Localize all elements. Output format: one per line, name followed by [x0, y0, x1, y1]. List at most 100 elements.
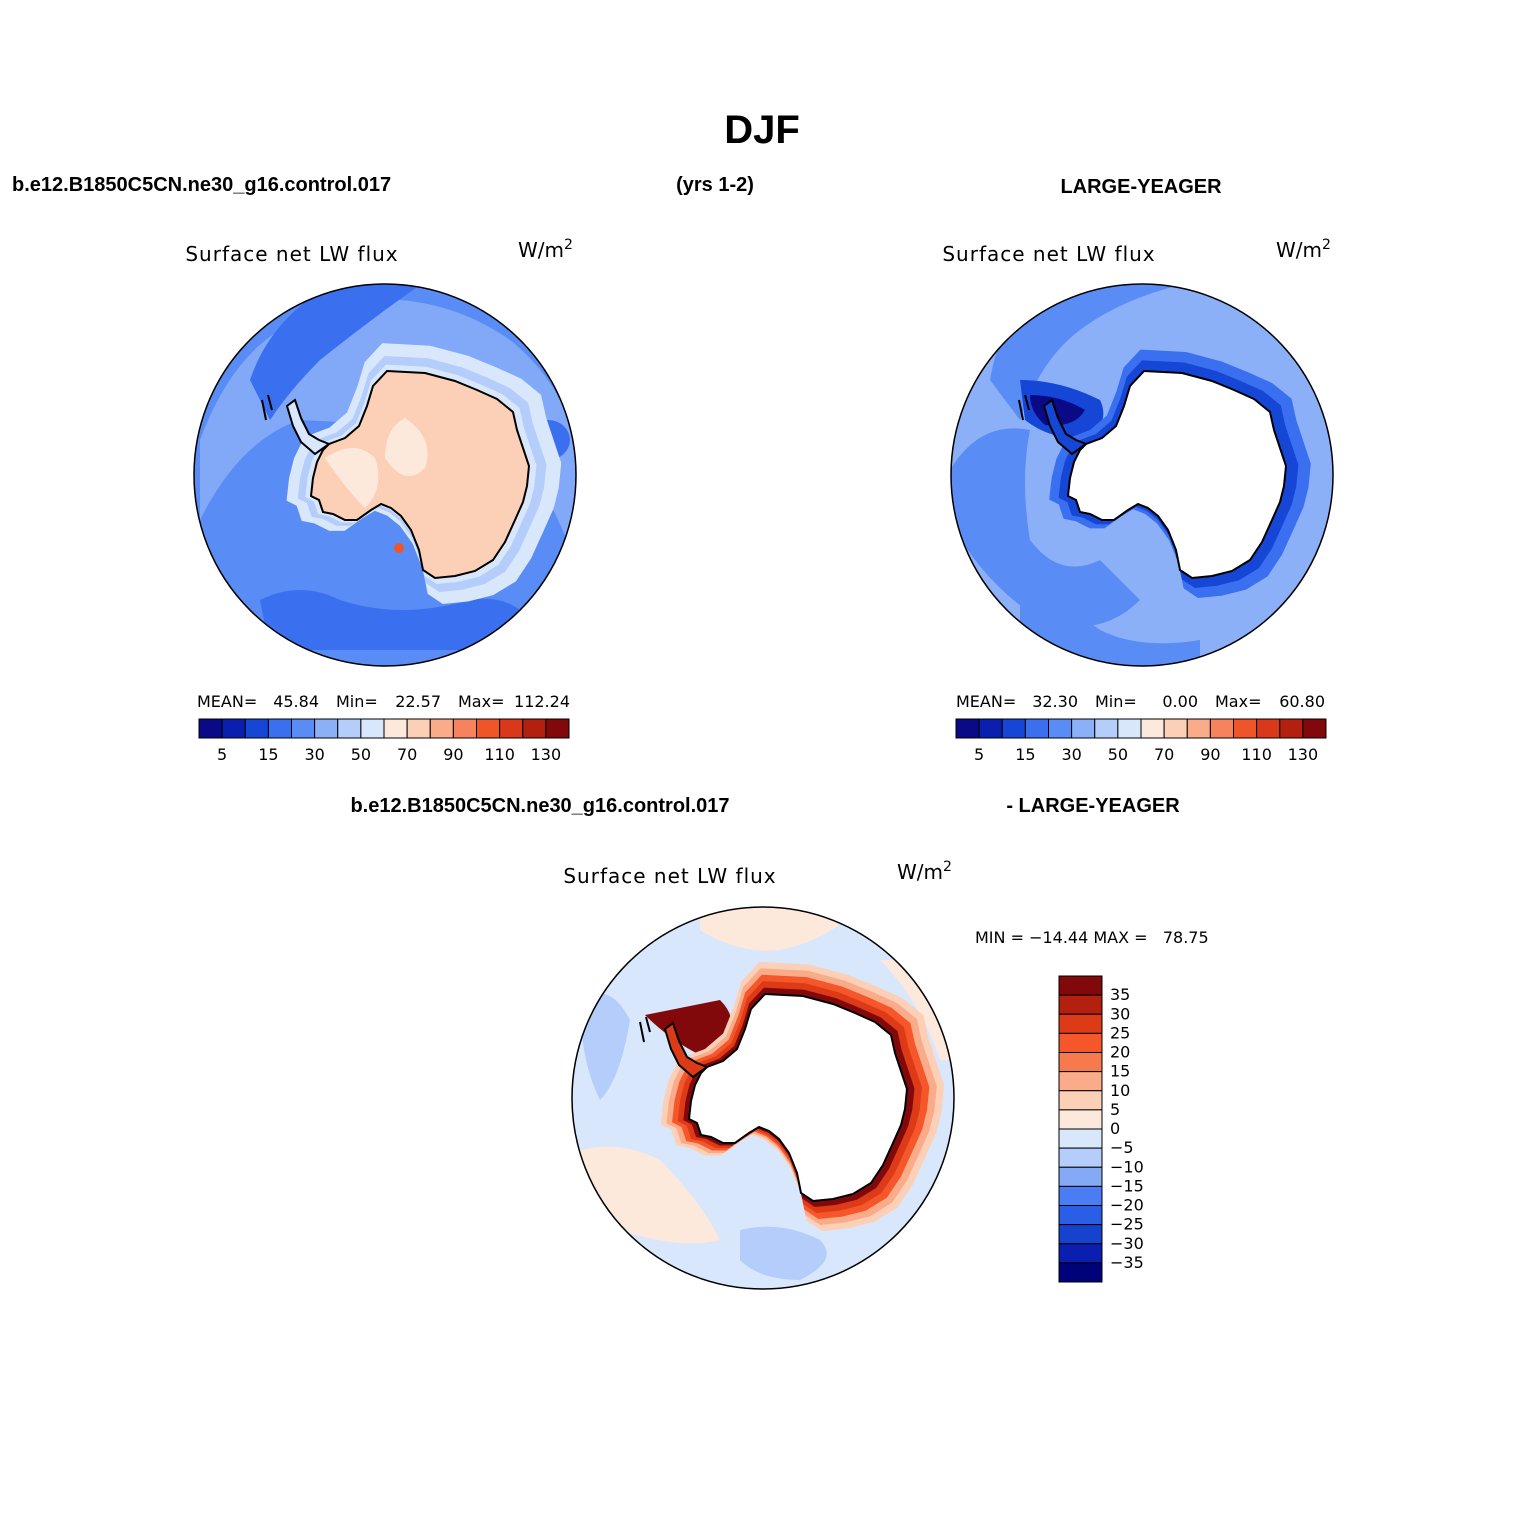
colorbar-tick-label: −20 — [1110, 1196, 1144, 1215]
colorbar-swatch — [1163, 718, 1188, 739]
ocean-cool-south — [740, 1226, 827, 1280]
colorbar-tick-label: 30 — [1061, 745, 1081, 764]
min-value: 0.00 — [1162, 692, 1198, 711]
colorbar-tick-label: 50 — [1108, 745, 1128, 764]
ocean-patch-north — [990, 285, 1180, 420]
min-label: Min= — [1095, 692, 1137, 711]
colorbar-tick-label: 15 — [258, 745, 278, 764]
colorbar-swatch — [1001, 718, 1026, 739]
colorbar-swatch — [267, 718, 292, 739]
south-america-tip — [1018, 394, 1030, 421]
colorbar-tick-label: 90 — [1200, 745, 1220, 764]
colorbar-swatch — [1058, 975, 1103, 996]
min-label: Min= — [336, 692, 378, 711]
panel-obs-map — [951, 284, 1333, 666]
colorbar-tick-label: 15 — [1110, 1062, 1130, 1081]
antarctica-low-west — [325, 448, 379, 508]
colorbar-tick-label: −5 — [1110, 1138, 1134, 1157]
colorbar-swatch — [406, 718, 431, 739]
colorbar-swatch — [1058, 1262, 1103, 1283]
panel-obs-units: W/m2 — [1276, 237, 1331, 262]
mean-label: MEAN= — [197, 692, 257, 711]
colorbar-swatch — [1058, 1052, 1103, 1073]
stats-line: MEAN= 32.30 Min= 0.00 Max= 60.80 — [956, 692, 1325, 711]
colorbar-tick-label: 15 — [1015, 745, 1035, 764]
colorbar-swatch — [545, 718, 570, 739]
colorbar-swatch — [1058, 1013, 1103, 1034]
colorbar-tick-label: 110 — [1241, 745, 1272, 764]
panel-diff: Surface net LW flux W/m2 — [563, 859, 1209, 1290]
colorbar-swatch — [314, 718, 339, 739]
case-name-label: b.e12.B1850C5CN.ne30_g16.control.017 — [12, 174, 391, 196]
colorbar-swatch — [1058, 1090, 1103, 1111]
colorbar-swatch — [1302, 718, 1327, 739]
panel-obs: Surface net LW flux W/m2 MEAN= 32.30 Mi — [942, 237, 1334, 764]
ocean-patch-west — [951, 428, 1140, 627]
south-america-tip — [261, 394, 273, 421]
colorbar-swatch — [1058, 1243, 1103, 1264]
colorbar-swatch — [1058, 1224, 1103, 1245]
colorbar-tick-label: −25 — [1110, 1215, 1144, 1234]
colorbar-tick-label: 90 — [443, 745, 463, 764]
colorbar-swatch — [337, 718, 362, 739]
colorbar-swatch — [476, 718, 501, 739]
panel-obs-title: Surface net LW flux — [942, 242, 1155, 266]
stats-line: MEAN= 45.84 Min= 22.57 Max= 112.24 — [197, 692, 570, 711]
diff-left-label: b.e12.B1850C5CN.ne30_g16.control.017 — [350, 795, 729, 817]
colorbar-swatch — [1058, 1071, 1103, 1092]
min-value: 22.57 — [395, 692, 441, 711]
diff-right-label: - LARGE-YEAGER — [1006, 795, 1180, 817]
colorbar-swatch — [1117, 718, 1142, 739]
colorbar-swatch — [1058, 1166, 1103, 1187]
colorbar-swatch — [1279, 718, 1304, 739]
colorbar-swatch — [1058, 1128, 1103, 1149]
hotspot — [394, 543, 404, 553]
colorbar-tick-label: −15 — [1110, 1176, 1144, 1195]
colorbar-tick-label: 25 — [1110, 1023, 1130, 1042]
colorbar-model: 5 15 30 50 70 90 110 130 — [198, 718, 570, 764]
colorbar-obs: 5 15 30 50 70 90 110 130 — [955, 718, 1327, 764]
colorbar-tick-label: 30 — [1110, 1004, 1130, 1023]
map-border — [193, 283, 577, 667]
colorbar-tick-label: 5 — [974, 745, 984, 764]
minmax-text: MIN = −14.44 MAX = 78.75 — [975, 928, 1209, 947]
main-title: DJF — [724, 108, 800, 152]
colorbar-tick-label: 5 — [217, 745, 227, 764]
panel-model-units: W/m2 — [518, 237, 573, 262]
colorbar-tick-label: 130 — [1288, 745, 1319, 764]
colorbar-swatch — [1058, 1032, 1103, 1053]
ocean-cool-west — [580, 993, 630, 1100]
colorbar-swatch — [1048, 718, 1073, 739]
colorbar-tick-label: 130 — [531, 745, 562, 764]
panel-diff-map — [572, 907, 954, 1289]
panel-model-map — [194, 284, 576, 666]
mean-value: 32.30 — [1032, 692, 1078, 711]
colorbar-swatch — [291, 718, 316, 739]
colorbar-swatch — [499, 718, 524, 739]
colorbar-swatch — [360, 718, 385, 739]
colorbar-swatch — [244, 718, 269, 739]
colorbar-tick-label: −35 — [1110, 1253, 1144, 1272]
colorbar-tick-label: 70 — [1154, 745, 1174, 764]
colorbar-tick-label: −10 — [1110, 1157, 1144, 1176]
colorbar-swatch — [429, 718, 454, 739]
colorbar-swatch — [1140, 718, 1165, 739]
colorbar-tick-label: 30 — [304, 745, 324, 764]
colorbar-swatch — [1058, 994, 1103, 1015]
years-label: (yrs 1-2) — [676, 174, 754, 196]
obs-name-label: LARGE-YEAGER — [1060, 176, 1222, 198]
colorbar-tick-label: 20 — [1110, 1043, 1130, 1062]
south-america-tip — [639, 1016, 651, 1043]
colorbar-swatch — [198, 718, 223, 739]
antarctica-low-center — [385, 418, 428, 476]
max-value: 60.80 — [1279, 692, 1325, 711]
colorbar-swatch — [1058, 1205, 1103, 1226]
panel-model-title: Surface net LW flux — [185, 242, 398, 266]
colorbar-swatch — [452, 718, 477, 739]
ocean-patch-north — [250, 285, 420, 420]
colorbar-swatch — [1209, 718, 1234, 739]
colorbar-swatch — [1233, 718, 1258, 739]
mean-value: 45.84 — [273, 692, 319, 711]
